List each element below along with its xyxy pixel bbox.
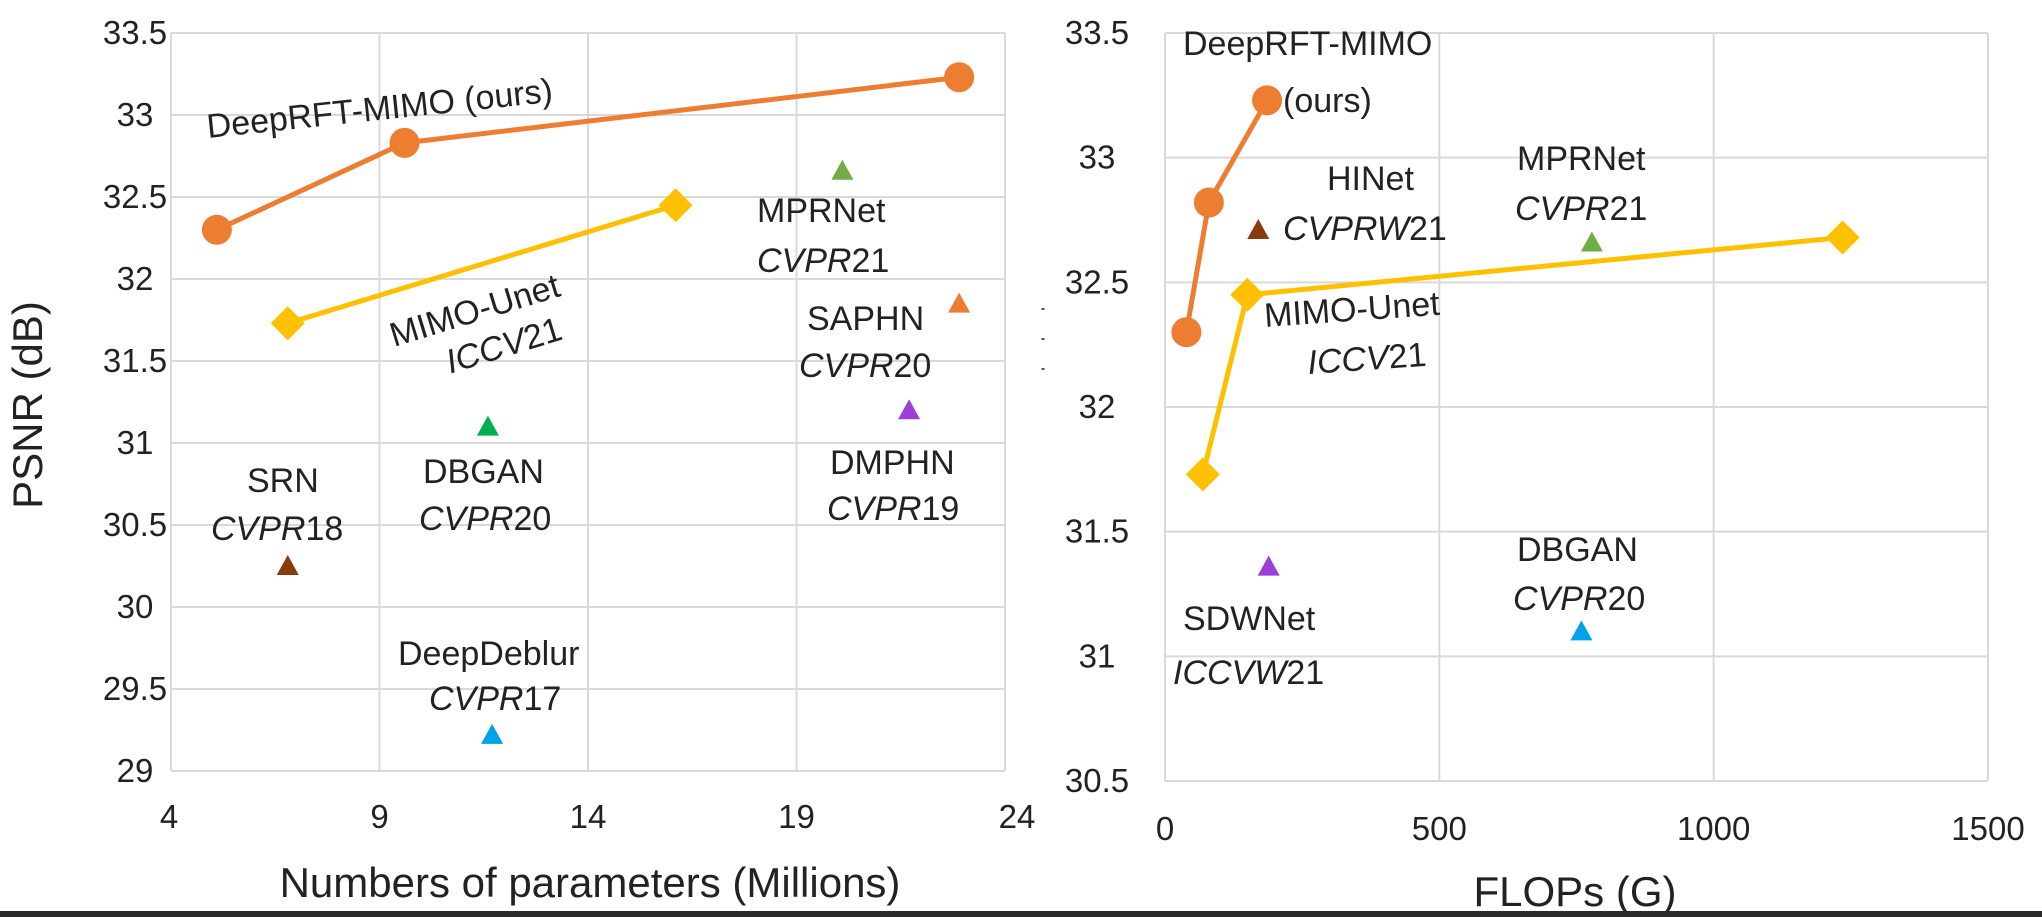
right-x-tick-label: 1500 [1951,810,2024,847]
right-y-tick-label: 32.5 [1065,263,1129,300]
left-mprnet-point [831,159,854,180]
right-mimo-unet-point [1825,220,1860,255]
right-x-tick-label: 500 [1412,810,1467,847]
left-y-tick-label: 31.5 [103,342,167,379]
left-dbgan-point [476,415,499,436]
right-x-tick-label: 1000 [1677,810,1750,847]
right-tick-labels: 30.5 31 31.5 32 32.5 33 33.5 0 500 1000 1500 [1065,14,2025,847]
left-deeprft-point [944,62,975,93]
left-y-tick-label: 31 [117,424,154,461]
right-label-mimo-unet: MIMO-Unet ICCV21 [1263,284,1454,385]
right-mimo-unet-point [1230,277,1265,312]
left-deeprft-point [201,214,232,245]
left-x-tick-label: 14 [570,798,607,835]
right-label-hinet: HINet CVPRW21 [1283,160,1447,248]
right-y-tick-label: 30.5 [1065,762,1129,799]
left-y-axis-title: PSNR (dB) [4,301,51,509]
left-label-saphn: SAPHN CVPR20 [799,300,934,385]
left-x-axis-title: Numbers of parameters (Millions) [280,859,901,906]
right-mimo-unet-point [1185,457,1220,492]
left-series-line-mimo-unet [287,202,677,326]
left-x-tick-label: 9 [370,798,388,835]
left-dmphn-point [898,399,921,420]
left-y-tick-label: 32.5 [103,178,167,215]
left-label-dbgan: DBGAN CVPR20 [419,453,553,538]
left-y-tick-label: 32 [117,260,154,297]
left-label-dmphn: DMPHN CVPR19 [827,444,964,528]
bottom-border [0,911,2042,917]
right-x-tick-label: 0 [1156,810,1174,847]
left-srn-point [276,555,299,575]
right-y-tick-label: 33.5 [1065,14,1129,51]
flops-vs-psnr-chart: 30.5 31 31.5 32 32.5 33 33.5 0 500 1000 1500 FLOPs… [1065,14,2025,915]
right-markers [1171,85,1860,641]
left-label-srn: SRN CVPR18 [211,462,343,548]
left-saphn-point [948,292,971,313]
right-y-tick-label: 33 [1079,139,1116,176]
right-deeprft-point [1252,85,1283,116]
right-series-line-mimo-unet [1200,234,1843,475]
left-deeprft-point [389,127,420,158]
right-dbgan-point [1570,620,1593,641]
left-mimo-unet-point [270,306,305,341]
left-y-tick-label: 29.5 [103,670,167,707]
left-y-tick-label: 29 [117,752,154,789]
right-deeprft-point [1171,317,1202,348]
right-sdwnet-point [1257,555,1280,576]
right-mprnet-point [1580,231,1603,252]
right-label-mprnet: MPRNet CVPR21 [1515,140,1655,228]
left-y-tick-label: 33.5 [103,14,167,51]
params-vs-psnr-chart: 29 29.5 30 30.5 31 31.5 32 32.5 33 33.5 4 9 14 19 24 N… [4,14,1035,906]
right-hinet-point [1247,218,1270,239]
right-y-tick-label: 31 [1079,637,1116,674]
left-label-mprnet: MPRNet CVPR21 [757,192,895,280]
right-gridlines [1164,32,1989,782]
left-y-tick-label: 30.5 [103,506,167,543]
left-markers [201,62,975,744]
left-x-tick-label: 24 [999,798,1036,835]
left-deepdeblur-point [481,723,504,744]
right-series-lines [1183,99,1843,475]
left-tick-labels: 29 29.5 30 30.5 31 31.5 32 32.5 33 33.5 4 9 14 19 24 [103,14,1035,835]
left-y-tick-label: 33 [117,96,154,133]
right-label-deeprft-mimo: DeepRFT-MIMO (ours) [1183,25,1442,120]
right-label-sdwnet: SDWNet ICCVW21 [1173,600,1325,692]
right-x-axis-title: FLOPs (G) [1473,868,1676,915]
left-mimo-unet-point [658,188,693,223]
right-deeprft-point [1193,187,1224,218]
right-y-tick-label: 32 [1079,388,1116,425]
left-label-deepdeblur: DeepDeblur CVPR17 [398,635,589,718]
left-x-tick-label: 4 [160,798,178,835]
right-y-tick-label: 31.5 [1065,513,1129,550]
left-y-tick-label: 30 [117,588,154,625]
left-x-tick-label: 19 [778,798,815,835]
right-label-dbgan: DBGAN CVPR20 [1513,531,1647,618]
